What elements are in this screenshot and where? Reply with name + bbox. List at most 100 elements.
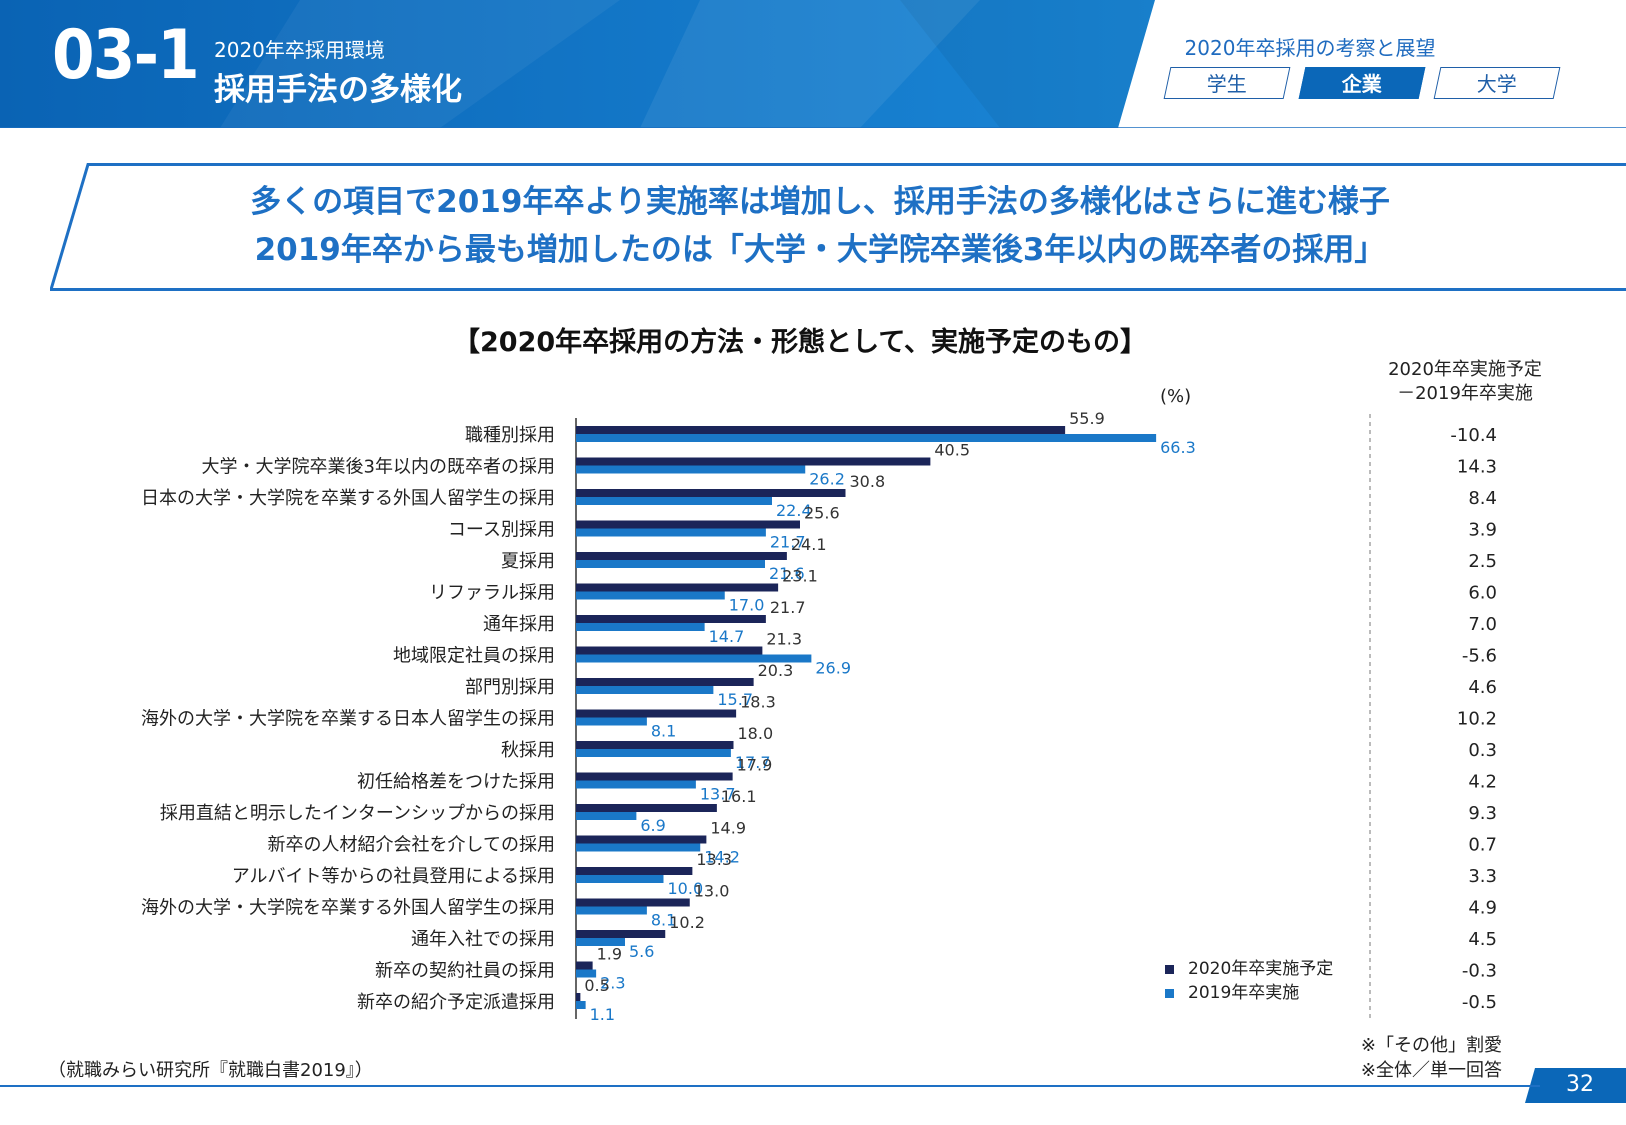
difference-value: -0.5	[1462, 992, 1497, 1013]
unit-label: (%)	[1160, 386, 1192, 407]
data-label-2019: 17.7	[735, 753, 771, 772]
difference-value: 4.9	[1468, 898, 1497, 919]
data-label-2019: 14.7	[709, 627, 745, 646]
data-label-2020: 13.0	[694, 882, 730, 901]
difference-value: 3.9	[1468, 520, 1497, 541]
difference-value: 4.5	[1468, 929, 1497, 950]
difference-value: 2.5	[1468, 551, 1497, 572]
data-label-2020: 30.8	[850, 472, 886, 491]
difference-value: 10.2	[1457, 709, 1497, 730]
difference-value: 0.3	[1468, 740, 1497, 761]
category-label: 通年入社での採用	[411, 929, 555, 950]
data-label-2020: 0.5	[584, 976, 609, 995]
data-label-2020: 14.9	[710, 819, 746, 838]
headline-line-2: 2019年卒から最も増加したのは「大学・大学院卒業後3年以内の既卒者の採用」	[254, 232, 1386, 268]
data-label-2020: 21.3	[766, 630, 802, 649]
category-label: 大学・大学院卒業後3年以内の既卒者の採用	[202, 457, 555, 478]
bar-2020	[576, 930, 666, 938]
bar-2020	[576, 457, 931, 466]
tab-student[interactable]: 学生	[1163, 67, 1291, 99]
bar-2020	[576, 772, 733, 781]
legend-label-2020: 2020年卒実施予定	[1188, 959, 1333, 979]
bar-2019	[576, 780, 696, 789]
bar-2020	[576, 867, 693, 875]
headline-line-1: 多くの項目で2019年卒より実施率は増加し、採用手法の多様化はさらに進む様子	[250, 184, 1390, 220]
bar-2019	[576, 843, 701, 852]
data-label-2019: 13.7	[700, 785, 736, 804]
bar-2019	[576, 497, 772, 505]
difference-value: 6.0	[1468, 583, 1497, 604]
page-number-tab	[1525, 1068, 1626, 1103]
bar-2020	[576, 898, 690, 907]
data-label-2019: 21.7	[770, 533, 806, 552]
category-label: アルバイト等からの社員登用による採用	[232, 866, 555, 887]
data-label-2020: 13.3	[696, 850, 732, 869]
bar-2020	[576, 552, 787, 560]
headline-frame	[50, 163, 1626, 291]
difference-value: 4.6	[1468, 677, 1497, 698]
data-label-2020: 55.9	[1069, 409, 1105, 428]
footnote-line-2: ※全体／単一回答	[1360, 1060, 1502, 1081]
difference-value: 9.3	[1468, 803, 1497, 824]
legend-swatch-2020	[1165, 965, 1174, 974]
data-label-2019: 1.1	[590, 1005, 615, 1024]
data-label-2020: 23.1	[782, 567, 818, 586]
difference-value: 7.0	[1468, 614, 1497, 635]
page-number: 32	[1566, 1072, 1594, 1097]
category-label: 通年採用	[483, 614, 555, 635]
category-label: 採用直結と明示したインターンシップからの採用	[160, 803, 555, 824]
difference-value: -0.3	[1462, 961, 1497, 982]
data-label-2019: 26.2	[809, 470, 845, 489]
bar-2020	[576, 426, 1066, 434]
bar-2020	[576, 520, 800, 529]
bar-2019	[576, 749, 731, 757]
bar-2019	[576, 906, 647, 915]
bar-2020	[576, 583, 779, 592]
bar-2020	[576, 961, 593, 970]
tab-student-label: 学生	[1206, 72, 1247, 96]
footnote: ※「その他」割愛 ※全体／単一回答	[1361, 1033, 1502, 1083]
data-label-2019: 5.6	[629, 942, 654, 961]
bar-2020	[576, 709, 737, 718]
data-label-2020: 24.1	[791, 535, 827, 554]
header-banner	[0, 0, 1626, 128]
category-label: 新卒の契約社員の採用	[375, 961, 555, 982]
difference-value: 4.2	[1468, 772, 1497, 793]
difference-header-line-2: －2019年卒実施	[1397, 383, 1533, 404]
bar-2020	[576, 646, 763, 655]
data-label-2020: 17.9	[737, 756, 773, 775]
category-label: リファラル採用	[429, 583, 555, 604]
bar-2019	[576, 717, 647, 726]
legend-label-2019: 2019年卒実施	[1188, 983, 1299, 1003]
bar-2020	[576, 741, 734, 749]
data-label-2019: 66.3	[1160, 438, 1196, 457]
category-label: 新卒の紹介予定派遣採用	[357, 992, 555, 1013]
data-label-2020: 18.0	[738, 724, 774, 743]
data-label-2019: 17.0	[729, 596, 765, 615]
bar-2020	[576, 835, 707, 844]
tab-company[interactable]: 企業	[1298, 67, 1426, 99]
difference-value: -10.4	[1450, 425, 1497, 446]
bar-2019	[576, 434, 1157, 442]
bar-2019	[576, 654, 812, 663]
bar-2020	[576, 615, 766, 623]
tab-university[interactable]: 大学	[1433, 67, 1561, 99]
data-label-2020: 20.3	[758, 661, 794, 680]
data-label-2020: 21.7	[770, 598, 806, 617]
data-label-2019: 10.0	[668, 879, 704, 898]
data-label-2019: 15.7	[717, 690, 753, 709]
bar-2019	[576, 938, 625, 946]
bar-2020	[576, 804, 717, 812]
category-label: 部門別採用	[465, 677, 555, 698]
data-label-2020: 10.2	[669, 913, 705, 932]
difference-value: -5.6	[1462, 646, 1497, 667]
bar-2019	[576, 623, 705, 631]
category-label: 夏採用	[501, 551, 555, 572]
bar-2019	[576, 560, 765, 568]
bar-2020	[576, 678, 754, 686]
data-label-2020: 40.5	[934, 441, 970, 460]
data-label-2019: 6.9	[640, 816, 665, 835]
difference-value: 8.4	[1468, 488, 1497, 509]
bar-2019	[576, 875, 664, 883]
difference-value: 0.7	[1468, 835, 1497, 856]
